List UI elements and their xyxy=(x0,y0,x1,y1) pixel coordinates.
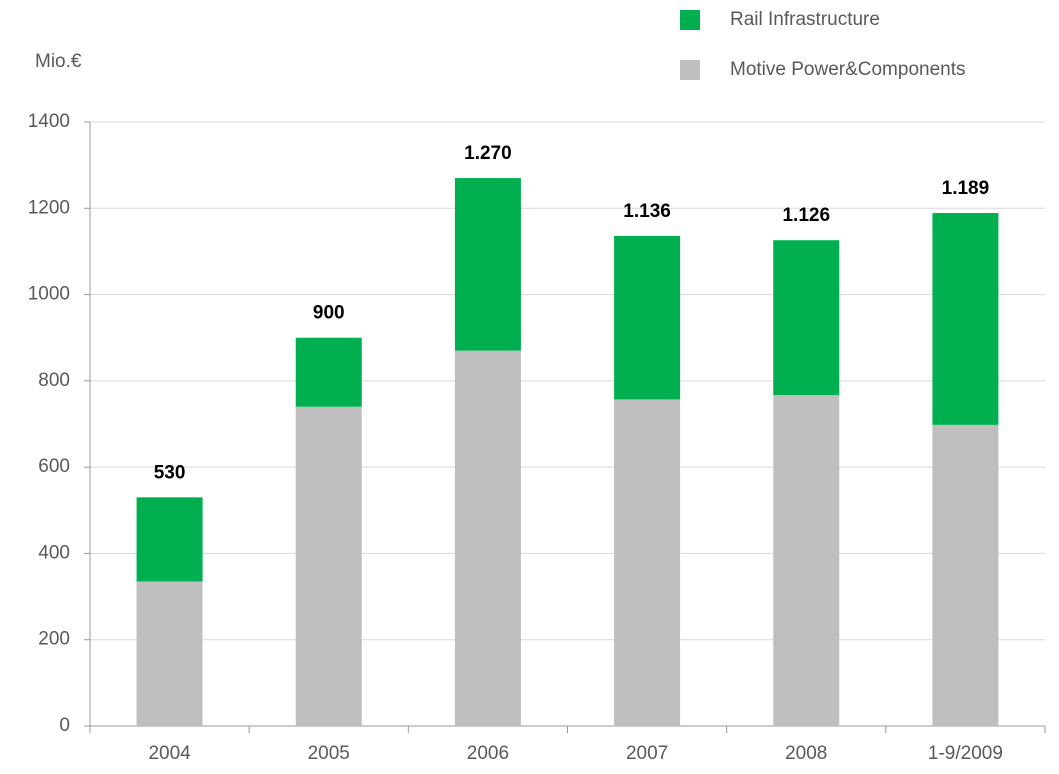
legend-swatch xyxy=(680,10,700,30)
bar-segment xyxy=(295,337,362,407)
y-tick-label: 800 xyxy=(38,370,70,391)
bar-segment xyxy=(614,399,681,726)
x-tick-label: 2007 xyxy=(626,743,668,764)
total-label: 900 xyxy=(313,303,345,324)
legend-swatch xyxy=(680,60,700,80)
y-tick-label: 1000 xyxy=(28,284,70,305)
total-label: 1.270 xyxy=(464,143,512,164)
y-axis-label: Mio.€ xyxy=(35,51,82,72)
x-tick-label: 1-9/2009 xyxy=(928,743,1003,764)
x-tick-label: 2008 xyxy=(785,743,827,764)
bar-segment xyxy=(136,497,203,582)
y-tick-label: 200 xyxy=(38,629,70,650)
legend-label: Rail Infrastructure xyxy=(730,9,880,30)
total-label: 1.189 xyxy=(942,178,990,199)
x-tick-label: 2006 xyxy=(467,743,509,764)
x-tick-label: 2005 xyxy=(308,743,350,764)
bar-segment xyxy=(773,395,840,726)
bar-segment xyxy=(295,406,362,726)
y-tick-label: 1400 xyxy=(28,111,70,132)
bar-segment xyxy=(136,581,203,726)
total-label: 1.136 xyxy=(623,201,671,222)
total-label: 530 xyxy=(154,462,186,483)
bar-segment xyxy=(932,424,999,726)
bar-segment xyxy=(773,240,840,396)
y-tick-label: 600 xyxy=(38,456,70,477)
y-tick-label: 400 xyxy=(38,542,70,563)
y-tick-label: 1200 xyxy=(28,197,70,218)
x-tick-label: 2004 xyxy=(148,743,191,764)
bar-segment xyxy=(614,235,681,400)
total-label: 1.126 xyxy=(782,205,830,226)
bar-segment xyxy=(454,178,521,351)
y-tick-label: 0 xyxy=(59,715,70,736)
bar-segment xyxy=(454,350,521,726)
bar-segment xyxy=(932,213,999,425)
legend-label: Motive Power&Components xyxy=(730,59,966,80)
